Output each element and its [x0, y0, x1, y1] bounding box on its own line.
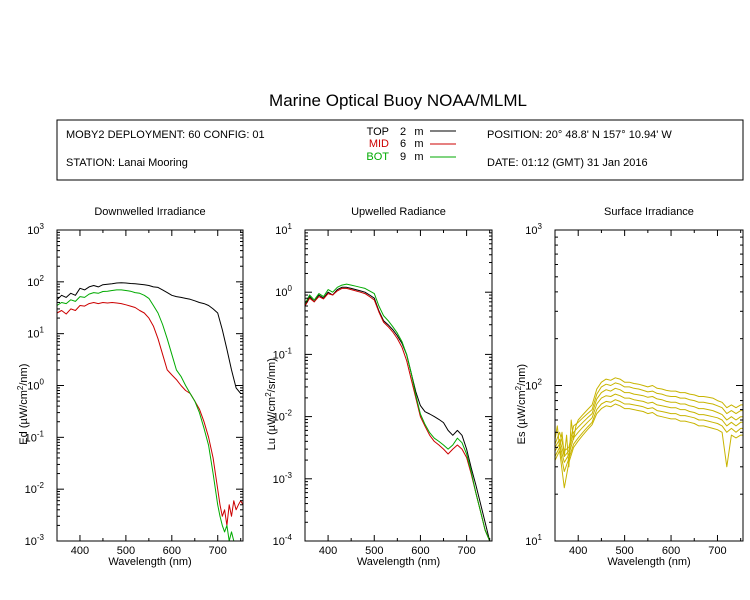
- panel-title: Surface Irradiance: [604, 206, 694, 218]
- x-tick-label: 500: [365, 545, 383, 557]
- legend-name-mid: MID: [369, 138, 389, 150]
- legend-name-top: TOP: [367, 126, 389, 138]
- series-line-top: [57, 282, 243, 394]
- y-tick-label: 101: [27, 326, 44, 341]
- chart-panel-upwelled: Upwelled Radiance 400 500 600 700 10-4 10-3 10-…: [264, 206, 493, 568]
- series-line-mid: [57, 302, 243, 526]
- x-tick-label: 400: [569, 545, 587, 557]
- series-line-bot: [57, 289, 237, 541]
- series-line-curve-2: [555, 382, 743, 452]
- date-text: DATE: 01:12 (GMT) 31 Jan 2016: [487, 157, 648, 169]
- plot-frame: [554, 229, 744, 542]
- y-tick-label: 10-1: [273, 346, 293, 361]
- series-line-curve-6: [555, 403, 743, 489]
- x-tick-label: 600: [411, 545, 429, 557]
- series-line-mid: [305, 287, 492, 541]
- series-line-bot: [305, 283, 492, 541]
- chart-panel-downwelled: Downwelled Irradiance 400 500 600 700 10-3 10-…: [16, 206, 244, 568]
- y-tick-label: 10-1: [25, 429, 45, 444]
- y-axis-label: Lu (µW/cm2/sr/nm): [264, 358, 278, 450]
- legend-unit-bot: m: [414, 151, 423, 163]
- series-line-curve-4: [555, 393, 743, 463]
- y-tick-label: 10-3: [25, 533, 45, 548]
- x-tick-label: 500: [615, 545, 633, 557]
- y-tick-label: 102: [525, 378, 542, 393]
- x-tick-label: 400: [319, 545, 337, 557]
- y-tick-label: 101: [525, 533, 542, 548]
- y-tick-label: 10-2: [25, 481, 45, 496]
- legend-unit-top: m: [414, 126, 423, 138]
- y-tick-label: 103: [27, 222, 44, 237]
- y-tick-label: 100: [275, 284, 292, 299]
- y-tick-label: 10-3: [273, 471, 293, 486]
- legend: TOP 2 m MID 6 m BOT 9 m: [366, 126, 456, 163]
- y-tick-label: 102: [27, 274, 44, 289]
- station-text: STATION: Lanai Mooring: [66, 157, 188, 169]
- y-tick-label: 100: [27, 378, 44, 393]
- x-axis-label: Wavelength (nm): [108, 556, 191, 568]
- panel-title: Upwelled Radiance: [351, 206, 446, 218]
- x-tick-label: 500: [117, 545, 135, 557]
- info-box-frame: [56, 119, 744, 181]
- x-tick-label: 600: [163, 545, 181, 557]
- y-tick-label: 10-2: [273, 409, 293, 424]
- x-tick-label: 600: [662, 545, 680, 557]
- panel-title: Downwelled Irradiance: [94, 206, 205, 218]
- legend-unit-mid: m: [414, 138, 423, 150]
- x-tick-label: 700: [209, 545, 227, 557]
- position-text: POSITION: 20° 48.8' N 157° 10.94' W: [487, 129, 672, 141]
- x-tick-label: 400: [71, 545, 89, 557]
- x-tick-label: 700: [708, 545, 726, 557]
- series-line-curve-5: [555, 399, 743, 472]
- x-tick-label: 700: [457, 545, 475, 557]
- legend-depth-mid: 6: [400, 138, 406, 150]
- legend-depth-top: 2: [400, 126, 406, 138]
- y-axis-label: Ed (µW/cm2/nm): [16, 364, 30, 445]
- legend-depth-bot: 9: [400, 151, 406, 163]
- x-axis-label: Wavelength (nm): [357, 556, 440, 568]
- figure-title: Marine Optical Buoy NOAA/MLML: [269, 91, 527, 110]
- y-tick-label: 101: [275, 222, 292, 237]
- series-group: [305, 283, 492, 541]
- series-line-top: [305, 286, 492, 541]
- series-line-curve-3: [555, 387, 743, 457]
- y-tick-label: 103: [525, 222, 542, 237]
- info-box: MOBY2 DEPLOYMENT: 60 CONFIG: 01 STATION:…: [56, 119, 744, 181]
- series-line-curve-1: [555, 377, 743, 468]
- y-axis-label: Es (µW/cm2/nm): [514, 364, 528, 444]
- deployment-text: MOBY2 DEPLOYMENT: 60 CONFIG: 01: [66, 129, 265, 141]
- legend-name-bot: BOT: [366, 151, 389, 163]
- x-axis-label: Wavelength (nm): [607, 556, 690, 568]
- chart-panel-surface: Surface Irradiance 400 500 600 700 101 102 103 W…: [514, 206, 744, 568]
- y-tick-label: 10-4: [273, 533, 293, 548]
- series-group: [57, 282, 243, 541]
- plot-frame: [56, 229, 244, 542]
- plot-frame: [304, 229, 493, 542]
- series-group: [555, 377, 743, 489]
